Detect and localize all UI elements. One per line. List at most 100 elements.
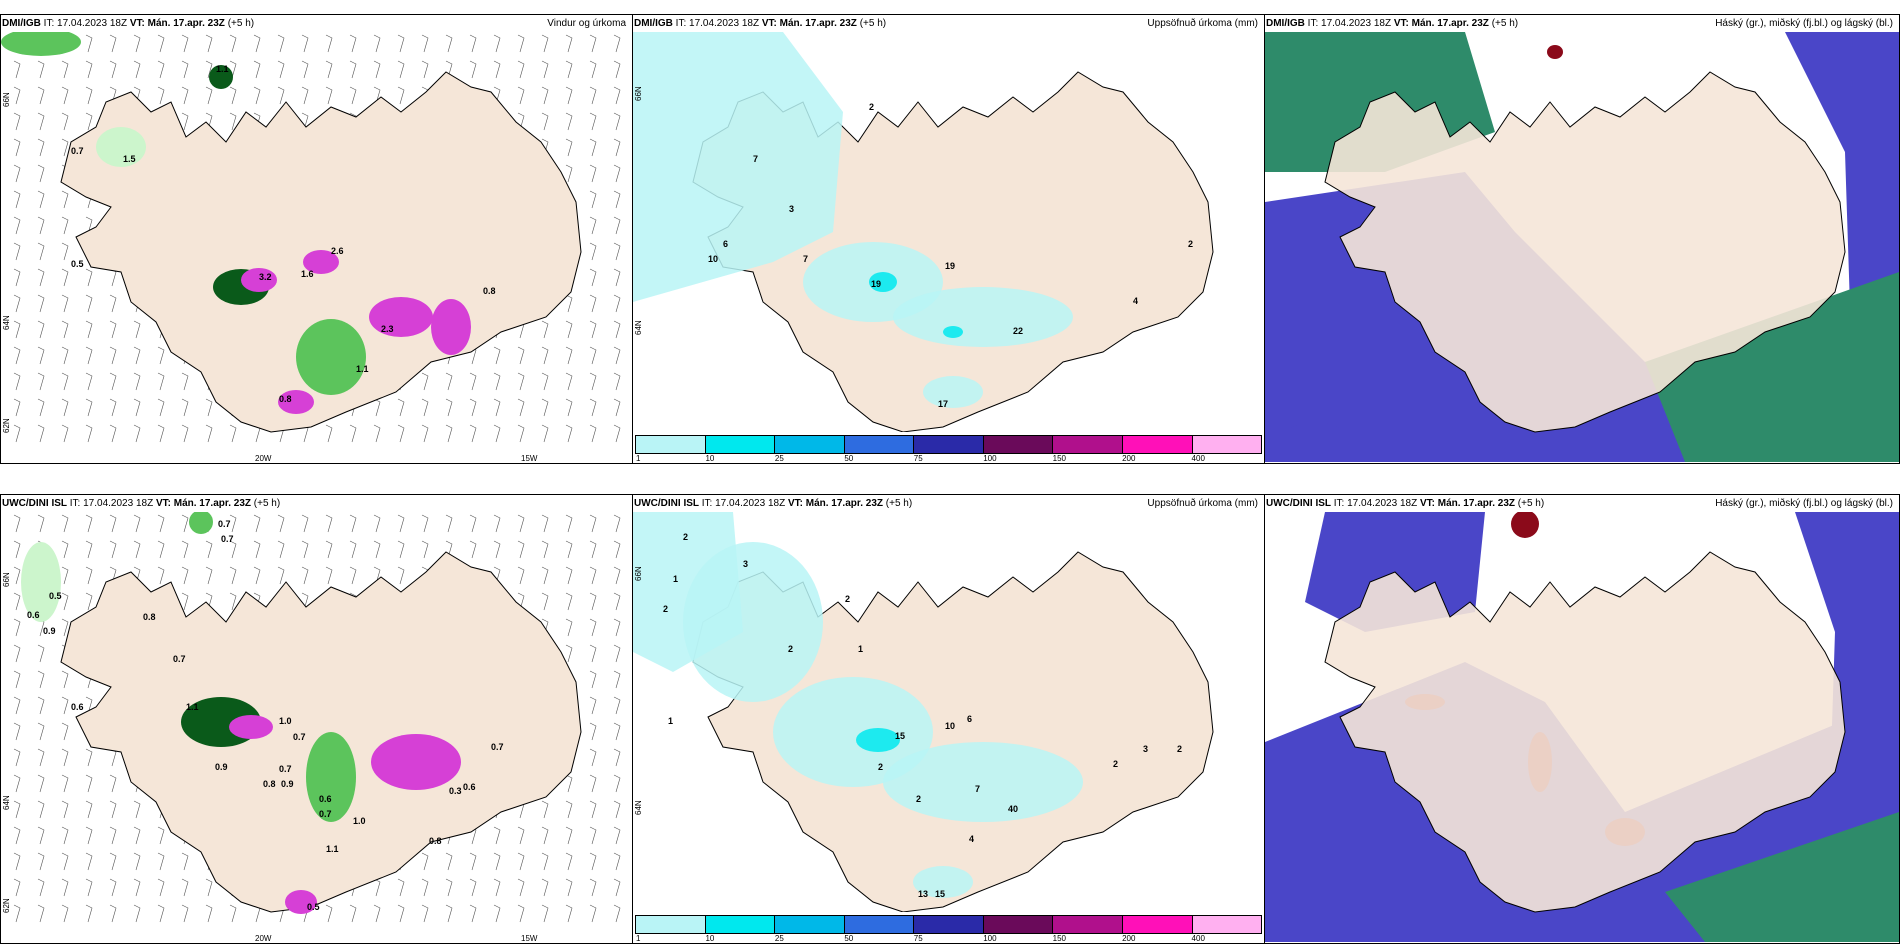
- accum-precip-map: 2 3 1 2 2 2 1 15 10 6 2 4 7 40 2 3 2 1 1…: [633, 512, 1214, 912]
- wind-barb: [109, 826, 117, 845]
- wind-barb: [61, 592, 69, 611]
- wind-barb: [613, 514, 621, 533]
- model-source: UWC/DINI ISL: [1266, 498, 1331, 509]
- wind-barb: [589, 696, 597, 715]
- wind-barb: [589, 514, 597, 533]
- wind-barb: [229, 904, 237, 923]
- lat-label-62n: 62N: [2, 898, 11, 913]
- scale-swatch: [914, 436, 984, 453]
- wind-barb: [517, 34, 525, 53]
- wind-barb: [589, 670, 597, 689]
- panel-title: Háský (gr.), miðský (fj.bl.) og lágský (…: [1715, 498, 1893, 509]
- wind-barb: [61, 294, 69, 313]
- wind-barb: [421, 514, 429, 533]
- wind-barb: [613, 60, 621, 79]
- wind-barb: [517, 372, 525, 391]
- wind-barb: [133, 346, 141, 365]
- wind-barb: [181, 852, 189, 871]
- wind-barb: [565, 372, 573, 391]
- wind-barb: [613, 268, 621, 287]
- wind-barb: [349, 514, 357, 533]
- wind-barb: [469, 904, 477, 923]
- init-time: IT: 17.04.2023 18Z: [1307, 18, 1392, 29]
- wind-barb: [157, 566, 165, 585]
- wind-barb: [13, 644, 21, 663]
- wind-barb: [469, 514, 477, 533]
- svg-text:0.8: 0.8: [143, 612, 156, 622]
- cloud-cover-map: [1265, 512, 1899, 942]
- wind-barb: [37, 294, 45, 313]
- wind-barb: [469, 372, 477, 391]
- wind-barb: [589, 164, 597, 183]
- wind-barb: [37, 164, 45, 183]
- wind-barb: [565, 86, 573, 105]
- svg-text:2: 2: [845, 594, 850, 604]
- wind-barb: [589, 190, 597, 209]
- wind-barb: [229, 566, 237, 585]
- wind-barb: [85, 216, 93, 235]
- wind-barb: [613, 398, 621, 417]
- wind-barb: [613, 800, 621, 819]
- wind-barb: [469, 852, 477, 871]
- wind-barb: [85, 424, 93, 443]
- svg-text:19: 19: [945, 261, 955, 271]
- wind-barb: [373, 904, 381, 923]
- svg-text:0.8: 0.8: [429, 836, 442, 846]
- wind-barb: [85, 346, 93, 365]
- wind-barb: [517, 424, 525, 443]
- wind-barb: [37, 398, 45, 417]
- wind-barb: [301, 112, 309, 131]
- svg-text:7: 7: [975, 784, 980, 794]
- wind-barb: [109, 320, 117, 339]
- wind-barb: [565, 644, 573, 663]
- scale-bar: [635, 915, 1262, 934]
- wind-barb: [541, 540, 549, 559]
- wind-barb: [37, 748, 45, 767]
- svg-text:13: 13: [918, 889, 928, 899]
- wind-barb: [541, 514, 549, 533]
- map-panel-dmi-wind: DMI/IGB IT: 17.04.2023 18Z VT: Mán. 17.a…: [0, 14, 633, 464]
- wind-barb: [589, 592, 597, 611]
- wind-barb: [445, 424, 453, 443]
- wind-barb: [589, 852, 597, 871]
- scale-swatch: [1053, 916, 1123, 933]
- svg-text:0.3: 0.3: [449, 786, 462, 796]
- iceland-landmass: [1324, 71, 1846, 433]
- svg-text:7: 7: [753, 154, 758, 164]
- wind-barb: [13, 618, 21, 637]
- wind-barb: [565, 320, 573, 339]
- lead-time: (+5 h): [859, 18, 887, 29]
- wind-barb: [373, 424, 381, 443]
- wind-barb: [13, 748, 21, 767]
- svg-text:2: 2: [916, 794, 921, 804]
- wind-barb: [109, 398, 117, 417]
- wind-barb: [589, 540, 597, 559]
- svg-text:2: 2: [1188, 239, 1193, 249]
- wind-barb: [613, 670, 621, 689]
- wind-barb: [325, 60, 333, 79]
- wind-barb: [181, 398, 189, 417]
- scale-bar: [635, 435, 1262, 454]
- wind-barb: [565, 800, 573, 819]
- wind-barb: [565, 618, 573, 637]
- wind-barb: [565, 904, 573, 923]
- wind-barb: [109, 34, 117, 53]
- wind-barb: [613, 592, 621, 611]
- wind-barb: [613, 164, 621, 183]
- wind-barb: [37, 112, 45, 131]
- scale-swatch: [983, 436, 1054, 453]
- wind-barb: [61, 112, 69, 131]
- wind-barb: [13, 696, 21, 715]
- wind-barb: [613, 320, 621, 339]
- wind-barb: [589, 748, 597, 767]
- precip-values: 0.7 1.5 1.1 0.5 1.6 3.2 0.8 2.3 1.1 0.8 …: [71, 64, 496, 404]
- wind-barb: [349, 904, 357, 923]
- wind-barb: [613, 566, 621, 585]
- wind-barb: [397, 86, 405, 105]
- wind-barb: [37, 346, 45, 365]
- svg-text:2.6: 2.6: [331, 246, 344, 256]
- svg-text:0.6: 0.6: [319, 794, 332, 804]
- iceland-landmass: [1324, 551, 1846, 913]
- wind-barb: [61, 618, 69, 637]
- panel-title: Háský (gr.), miðský (fj.bl.) og lágský (…: [1715, 18, 1893, 29]
